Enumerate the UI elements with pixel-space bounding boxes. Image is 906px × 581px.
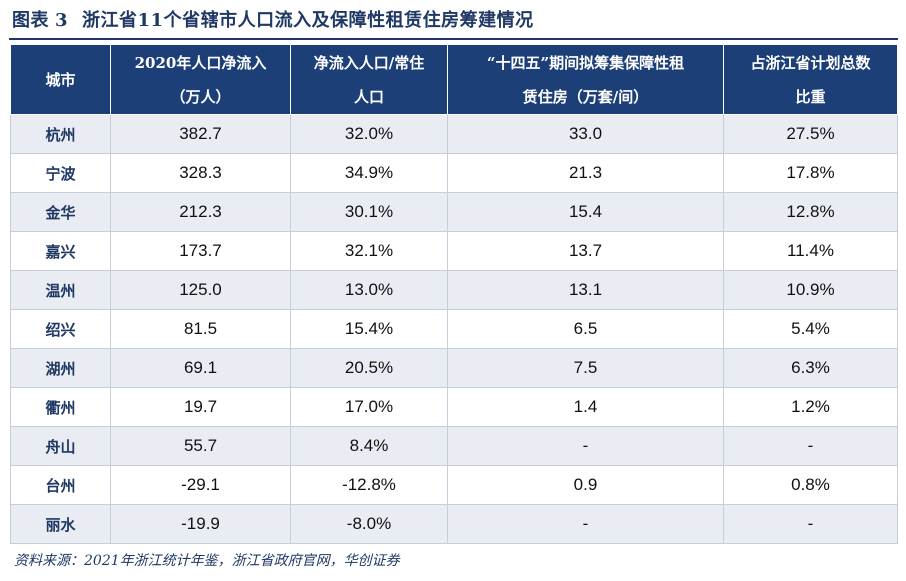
header-line: 占浙江省计划总数 [750, 53, 871, 72]
header-planned-housing: “十四五”期间拟筹集保障性租 赁住房（万套/间） [447, 44, 724, 115]
cell-city: 台州 [10, 465, 111, 505]
cell-city: 嘉兴 [10, 231, 111, 271]
table-row: 金华 212.3 30.1% 15.4 12.8% [10, 192, 898, 232]
cell-share: 5.4% [723, 309, 898, 349]
cell-planned-housing: 13.1 [447, 270, 724, 310]
table-row: 衢州 19.7 17.0% 1.4 1.2% [10, 387, 898, 427]
cell-share: 27.5% [723, 114, 898, 154]
cell-net-inflow: 382.7 [110, 114, 291, 154]
cell-inflow-ratio: 32.0% [290, 114, 448, 154]
cell-city: 温州 [10, 270, 111, 310]
table-row: 台州 -29.1 -12.8% 0.9 0.8% [10, 465, 898, 505]
cell-net-inflow: 69.1 [110, 348, 291, 388]
table-row: 温州 125.0 13.0% 13.1 10.9% [10, 270, 898, 310]
figure-title: 图表 3 浙江省11个省辖市人口流入及保障性租赁住房筹建情况 [12, 6, 534, 32]
cell-net-inflow: -29.1 [110, 465, 291, 505]
cell-planned-housing: 21.3 [447, 153, 724, 193]
header-line: 净流入人口/常住 [313, 53, 425, 72]
table-row: 丽水 -19.9 -8.0% - - [10, 504, 898, 544]
cell-city: 舟山 [10, 426, 111, 466]
cell-share: 1.2% [723, 387, 898, 427]
cell-net-inflow: 328.3 [110, 153, 291, 193]
cell-inflow-ratio: -8.0% [290, 504, 448, 544]
cell-share: 11.4% [723, 231, 898, 271]
title-divider [9, 38, 898, 40]
cell-net-inflow: 212.3 [110, 192, 291, 232]
figure-title-text: 浙江省11个省辖市人口流入及保障性租赁住房筹建情况 [82, 10, 534, 31]
cell-planned-housing: 13.7 [447, 231, 724, 271]
cell-inflow-ratio: 20.5% [290, 348, 448, 388]
table-row: 嘉兴 173.7 32.1% 13.7 11.4% [10, 231, 898, 271]
cell-net-inflow: 19.7 [110, 387, 291, 427]
figure-number: 3 [55, 10, 69, 31]
table-row: 杭州 382.7 32.0% 33.0 27.5% [10, 114, 898, 154]
cell-planned-housing: 0.9 [447, 465, 724, 505]
cell-share: 0.8% [723, 465, 898, 505]
cell-planned-housing: 33.0 [447, 114, 724, 154]
header-line: （万人） [170, 87, 231, 106]
cell-net-inflow: -19.9 [110, 504, 291, 544]
cell-city: 金华 [10, 192, 111, 232]
cell-share: 12.8% [723, 192, 898, 232]
figure-label: 图表 [12, 10, 49, 31]
cell-city: 丽水 [10, 504, 111, 544]
cell-share: 10.9% [723, 270, 898, 310]
cell-city: 绍兴 [10, 309, 111, 349]
header-city: 城市 [10, 44, 111, 115]
data-table: 城市 2020年人口净流入 （万人） 净流入人口/常住 人口 “十四五”期间拟筹… [10, 44, 898, 544]
table-header-row: 城市 2020年人口净流入 （万人） 净流入人口/常住 人口 “十四五”期间拟筹… [10, 44, 898, 115]
cell-planned-housing: - [447, 426, 724, 466]
header-line: 人口 [353, 87, 384, 106]
cell-net-inflow: 125.0 [110, 270, 291, 310]
cell-net-inflow: 81.5 [110, 309, 291, 349]
cell-inflow-ratio: 34.9% [290, 153, 448, 193]
cell-inflow-ratio: 32.1% [290, 231, 448, 271]
source-note: 资料来源：2021年浙江统计年鉴，浙江省政府官网，华创证券 [14, 553, 400, 569]
cell-planned-housing: 6.5 [447, 309, 724, 349]
cell-inflow-ratio: 15.4% [290, 309, 448, 349]
cell-inflow-ratio: 13.0% [290, 270, 448, 310]
table-row: 绍兴 81.5 15.4% 6.5 5.4% [10, 309, 898, 349]
header-line: 赁住房（万套/间） [522, 87, 649, 106]
cell-share: - [723, 426, 898, 466]
header-share-of-province: 占浙江省计划总数 比重 [723, 44, 898, 115]
table-row: 舟山 55.7 8.4% - - [10, 426, 898, 466]
header-net-inflow: 2020年人口净流入 （万人） [110, 44, 291, 115]
table-row: 宁波 328.3 34.9% 21.3 17.8% [10, 153, 898, 193]
cell-city: 衢州 [10, 387, 111, 427]
cell-share: - [723, 504, 898, 544]
cell-city: 宁波 [10, 153, 111, 193]
header-line: 比重 [795, 87, 826, 106]
header-inflow-ratio: 净流入人口/常住 人口 [290, 44, 448, 115]
table-row: 湖州 69.1 20.5% 7.5 6.3% [10, 348, 898, 388]
cell-planned-housing: - [447, 504, 724, 544]
header-line: “十四五”期间拟筹集保障性租 [486, 53, 685, 72]
cell-inflow-ratio: 8.4% [290, 426, 448, 466]
cell-net-inflow: 173.7 [110, 231, 291, 271]
cell-planned-housing: 7.5 [447, 348, 724, 388]
cell-inflow-ratio: -12.8% [290, 465, 448, 505]
cell-city: 杭州 [10, 114, 111, 154]
cell-planned-housing: 15.4 [447, 192, 724, 232]
cell-inflow-ratio: 17.0% [290, 387, 448, 427]
cell-city: 湖州 [10, 348, 111, 388]
header-line: 2020年人口净流入 [134, 53, 267, 72]
cell-share: 17.8% [723, 153, 898, 193]
cell-planned-housing: 1.4 [447, 387, 724, 427]
cell-share: 6.3% [723, 348, 898, 388]
header-line: 城市 [45, 70, 76, 89]
cell-net-inflow: 55.7 [110, 426, 291, 466]
cell-inflow-ratio: 30.1% [290, 192, 448, 232]
